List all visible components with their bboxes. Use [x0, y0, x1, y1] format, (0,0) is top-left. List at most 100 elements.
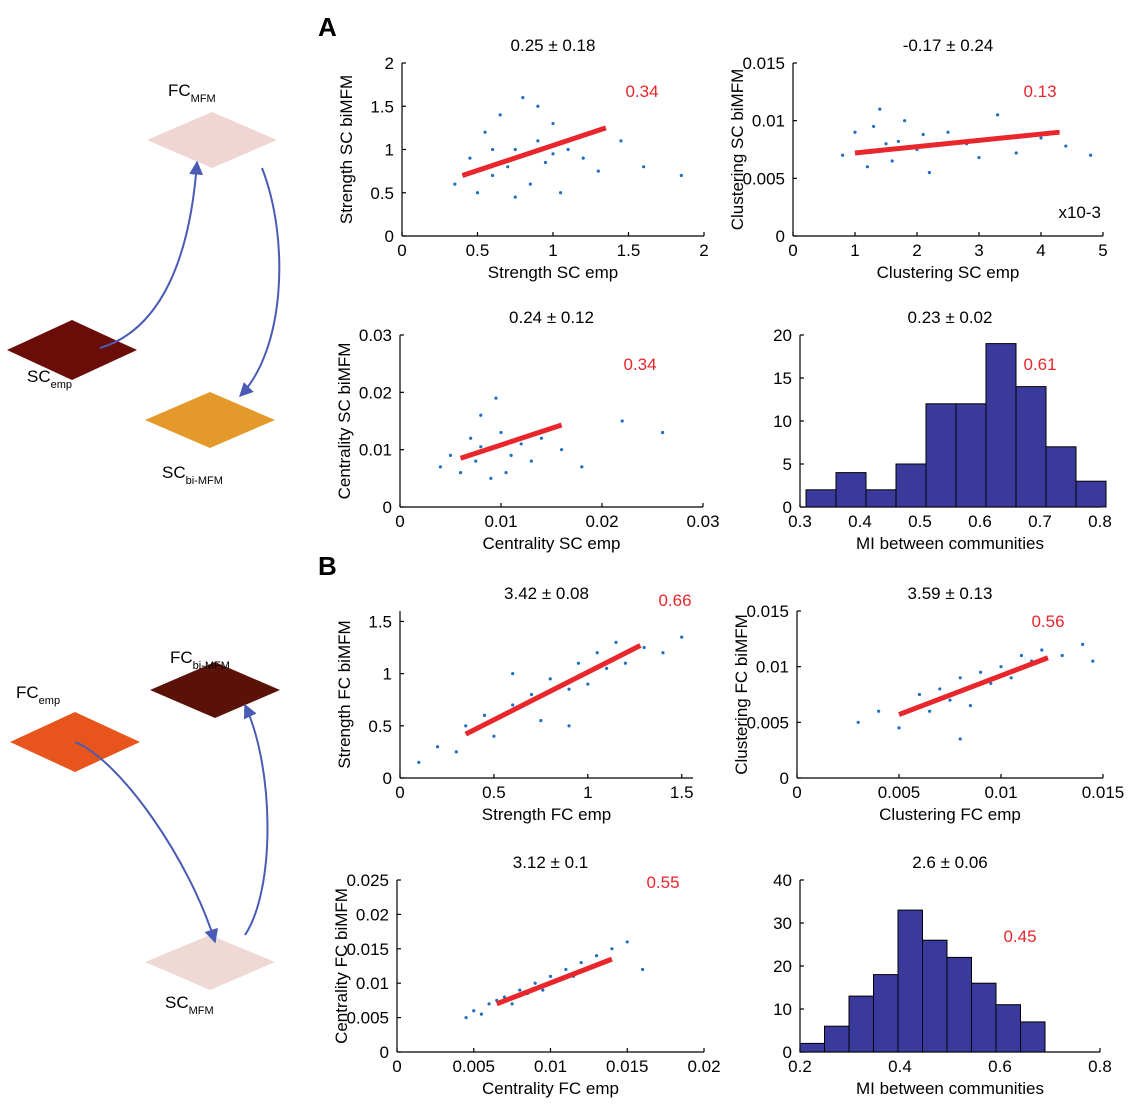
point	[435, 745, 440, 749]
point	[509, 453, 513, 457]
point	[661, 651, 665, 655]
point	[479, 445, 483, 449]
panel-label: B	[318, 551, 337, 581]
point	[1039, 136, 1043, 140]
arrow	[99, 160, 204, 349]
y-tick-label: 0	[776, 227, 785, 246]
point	[1064, 144, 1068, 148]
point	[510, 1002, 514, 1006]
label-sub: MFM	[189, 1005, 214, 1017]
point	[539, 718, 543, 723]
fit-line	[459, 422, 563, 461]
chart-title: 3.59 ± 0.13	[908, 584, 993, 603]
y-tick-label: 0	[783, 1043, 792, 1062]
y-tick-label: 0.015	[742, 54, 785, 73]
point	[897, 726, 901, 730]
point	[623, 661, 627, 665]
arrow	[239, 167, 281, 398]
x-tick-label: 0.3	[788, 512, 812, 531]
point	[491, 147, 495, 152]
y-axis-label: Clustering SC biMFM	[728, 69, 747, 231]
point	[511, 703, 515, 707]
bar	[995, 1004, 1021, 1053]
point	[977, 155, 981, 160]
x-tick-label: 0	[788, 241, 797, 260]
point	[506, 165, 510, 169]
point	[498, 113, 502, 117]
bar	[865, 489, 897, 508]
point	[1060, 653, 1064, 658]
label-main: FC	[170, 648, 193, 667]
matrix	[145, 392, 275, 448]
point	[1091, 659, 1095, 663]
diagram-label: SCemp	[27, 367, 72, 391]
point	[581, 156, 585, 160]
point	[560, 448, 564, 452]
x-tick-label: 1	[850, 241, 859, 260]
point	[872, 124, 876, 129]
x-axis-label: MI between communities	[856, 534, 1044, 553]
y-tick-label: 20	[773, 957, 792, 976]
point	[999, 665, 1003, 669]
y-tick-label: 0.015	[746, 602, 789, 621]
fit-line	[464, 643, 642, 737]
x-tick-label: 0.015	[606, 1057, 649, 1076]
diagram-shapes	[7, 112, 281, 990]
point	[536, 139, 540, 143]
point	[539, 436, 544, 440]
point	[680, 635, 684, 639]
x-axis-label: Clustering SC emp	[877, 263, 1020, 282]
point	[594, 954, 599, 958]
point	[438, 465, 442, 469]
x-tick-label: 0	[395, 512, 404, 531]
x-tick-label: 0.8	[1088, 512, 1112, 531]
chart-title: 2.6 ± 0.06	[912, 853, 988, 872]
point	[468, 156, 472, 160]
x-tick-label: 0.5	[466, 241, 490, 260]
subplot: 0 0.005 0.01 0.015 0 0.005 0.01 0.015 3.59 ± 0.1…	[732, 584, 1124, 824]
x-tick-label: 0.01	[984, 783, 1017, 802]
y-tick-label: 0.005	[346, 1009, 389, 1028]
point	[551, 152, 555, 156]
bar	[985, 343, 1017, 508]
point	[482, 713, 487, 717]
x-tick-label: 0.5	[482, 783, 506, 802]
y-tick-label: 0.01	[752, 112, 785, 131]
x-tick-label: 0.6	[968, 512, 992, 531]
point	[642, 165, 646, 169]
matrix	[7, 320, 137, 380]
point	[679, 173, 683, 178]
x-tick-label: 0.2	[788, 1057, 812, 1076]
x-tick-label: 0	[392, 1057, 401, 1076]
y-tick-label: 1.5	[368, 612, 392, 631]
point	[576, 661, 581, 665]
x-tick-label: 0.015	[1082, 783, 1125, 802]
point	[518, 988, 522, 992]
x-axis-label: Centrality FC emp	[482, 1079, 619, 1098]
subplot: 0.3 0.4 0.5 0.6 0.7 0.8 0 5 10 15 20 0.23 ± 0.02 MI …	[773, 308, 1112, 553]
point	[979, 670, 983, 674]
point	[928, 709, 932, 713]
y-tick-label: 0.02	[356, 905, 389, 924]
x-tick-label: 5	[1098, 241, 1107, 260]
bar	[805, 489, 837, 508]
point	[536, 104, 540, 108]
chart-title: 0.25 ± 0.18	[511, 36, 596, 55]
point	[968, 704, 973, 708]
y-tick-label: 30	[773, 914, 792, 933]
diagram-label: SCbi-MFM	[162, 463, 223, 487]
point	[865, 165, 870, 169]
point	[453, 182, 457, 186]
point	[529, 459, 533, 463]
diagram-label: FCemp	[16, 683, 60, 707]
bar	[895, 463, 927, 508]
point	[903, 119, 907, 123]
y-axis-label: Clustering FC biMFM	[732, 614, 751, 775]
x-tick-label: 0.7	[1028, 512, 1052, 531]
point	[580, 465, 584, 469]
bar	[835, 472, 867, 508]
label-main: FC	[168, 81, 191, 100]
point	[504, 471, 508, 475]
point	[491, 173, 495, 178]
x-tick-label: 0.005	[878, 783, 921, 802]
